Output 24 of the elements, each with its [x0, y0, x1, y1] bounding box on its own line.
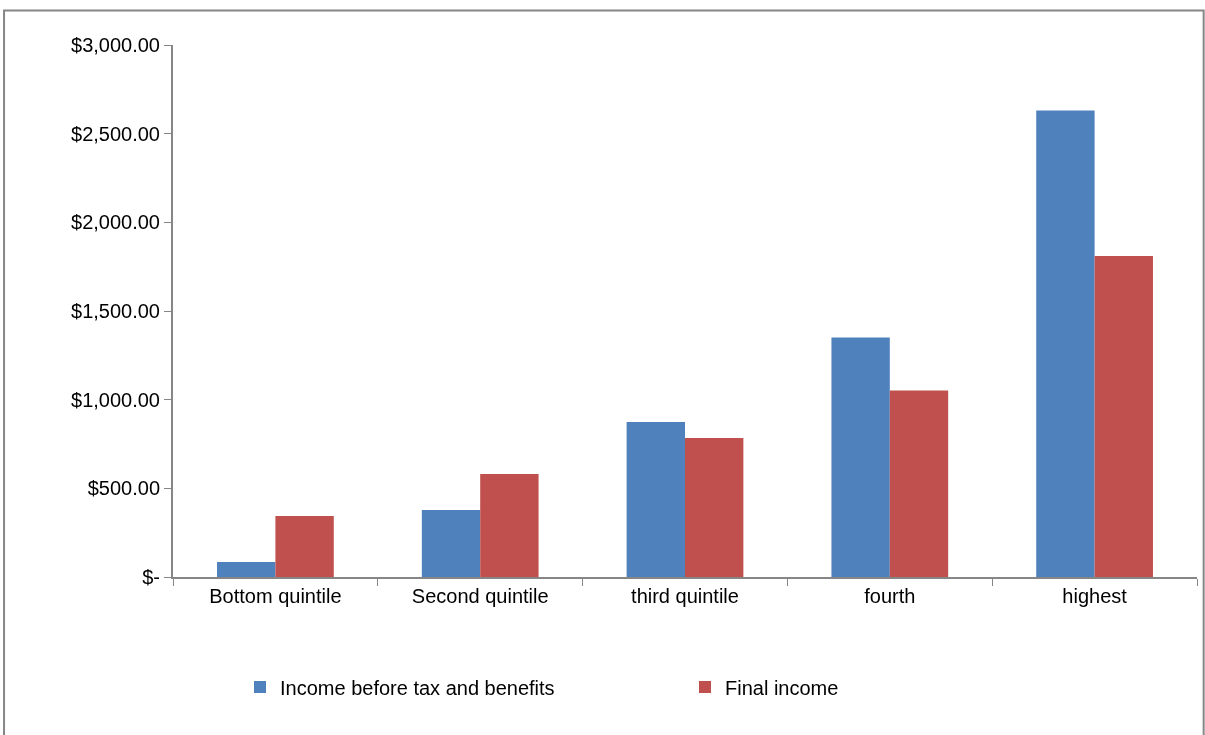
bar — [421, 509, 481, 577]
bar — [275, 516, 334, 577]
x-tick-label: third quintile — [631, 585, 739, 607]
x-tick-label: highest — [1062, 585, 1128, 607]
bar — [217, 561, 276, 577]
bar — [831, 337, 890, 577]
bar — [889, 390, 949, 577]
y-tick-label: $3,000.00 — [71, 34, 160, 56]
legend-label: Income before tax and benefits — [280, 676, 555, 699]
y-tick-label: $1,000.00 — [71, 388, 160, 411]
bar — [685, 437, 744, 577]
x-tick-label: fourth — [864, 585, 916, 607]
y-tick-label: $2,500.00 — [71, 122, 160, 145]
y-tick-label: $- — [142, 566, 160, 588]
bar — [1094, 256, 1153, 577]
bar — [1036, 110, 1095, 577]
x-tick-label: Second quintile — [411, 585, 549, 607]
bar — [626, 422, 685, 577]
y-tick-label: $500.00 — [87, 477, 160, 500]
x-tick-label: Bottom quintile — [209, 585, 342, 607]
y-tick-label: $2,000.00 — [71, 211, 160, 234]
legend-label: Final income — [725, 676, 839, 699]
bar — [480, 473, 539, 577]
y-tick-label: $1,500.00 — [71, 300, 160, 322]
